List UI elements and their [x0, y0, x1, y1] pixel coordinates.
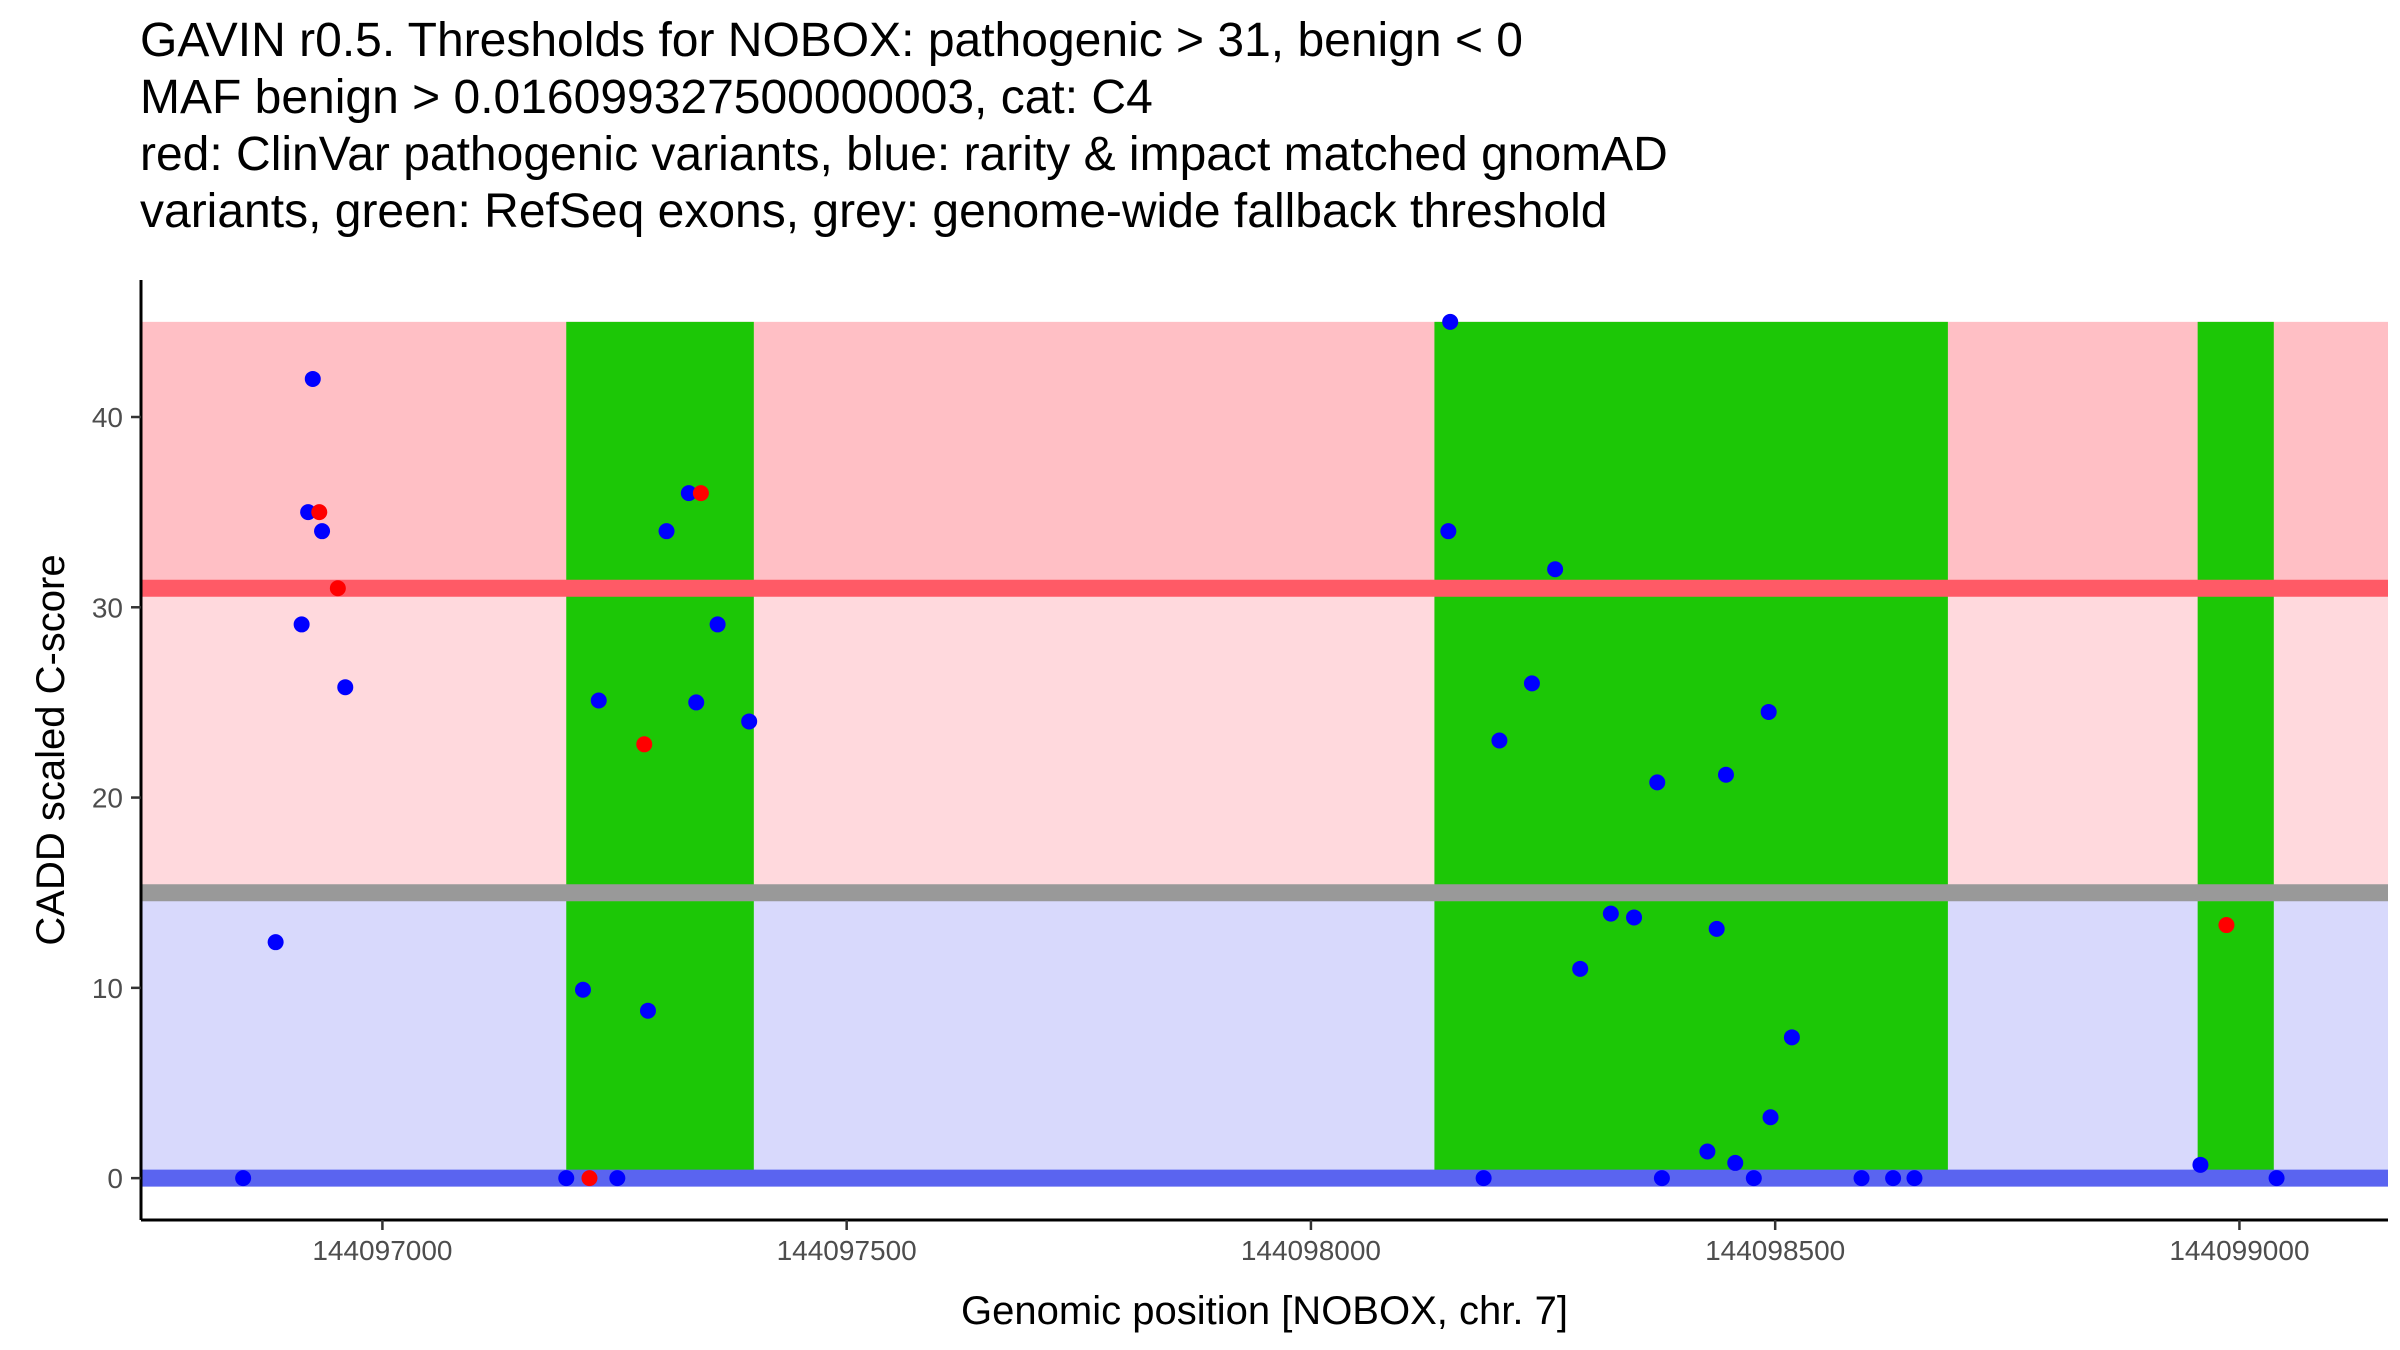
title-line-2: MAF benign > 0.016099327500000003, cat: …: [140, 71, 1153, 124]
exon-region-3: [2197, 321, 2274, 1179]
variant-point: [609, 1170, 626, 1187]
threshold-lines: [141, 579, 2388, 1187]
variant-point: [267, 934, 284, 951]
variant-point: [680, 485, 697, 502]
variant-point: [1475, 1170, 1492, 1187]
y-tick-label: 40: [92, 402, 123, 433]
variant-point: [636, 736, 653, 753]
variant-point: [1906, 1170, 1923, 1187]
variant-point: [558, 1170, 575, 1187]
variant-point: [1745, 1170, 1762, 1187]
title-line-4: variants, green: RefSeq exons, grey: gen…: [140, 185, 1608, 238]
y-axis-title: CADD scaled C-score: [29, 554, 73, 945]
variant-point: [741, 713, 758, 730]
variant-point: [1653, 1170, 1670, 1187]
benign-zone: [141, 892, 2388, 1179]
exon-region-1: [566, 321, 754, 1179]
variant-point: [300, 504, 317, 521]
variant-point: [2268, 1170, 2285, 1187]
variant-point: [639, 1002, 656, 1019]
y-tick-label: 30: [92, 592, 123, 623]
variant-point: [1547, 561, 1564, 578]
variant-point: [590, 692, 607, 709]
variant-point: [1762, 1109, 1779, 1126]
variant-point: [658, 523, 675, 540]
variant-point: [1491, 732, 1508, 749]
variant-point: [1626, 909, 1643, 926]
variant-point: [1727, 1154, 1744, 1171]
y-tick-label: 20: [92, 783, 123, 814]
x-axis-title: Genomic position [NOBOX, chr. 7]: [961, 1289, 1568, 1333]
variant-point: [1440, 523, 1457, 540]
variant-point: [329, 580, 346, 597]
variant-point: [314, 523, 331, 540]
variant-point: [1602, 905, 1619, 922]
variant-point: [1760, 703, 1777, 720]
variant-point: [688, 694, 705, 711]
y-tick-label: 0: [107, 1163, 123, 1194]
threshold-bands: [141, 321, 2388, 1179]
variant-point: [293, 616, 310, 633]
variant-point: [2192, 1156, 2209, 1173]
x-tick-label: 144098000: [1241, 1235, 1381, 1266]
chart-title: GAVIN r0.5. Thresholds for NOBOX: pathog…: [140, 12, 1668, 240]
title-line-3: red: ClinVar pathogenic variants, blue: …: [140, 128, 1668, 181]
intermediate-zone: [141, 588, 2388, 893]
variant-point: [1708, 920, 1725, 937]
x-tick-label: 144097500: [777, 1235, 917, 1266]
x-tick-label: 144098500: [1705, 1235, 1845, 1266]
exon-region-2: [1434, 321, 1948, 1179]
variant-point: [311, 504, 328, 521]
variant-point: [709, 616, 726, 633]
exon-regions: [566, 321, 2274, 1179]
x-tick-label: 144099000: [2169, 1235, 2309, 1266]
variant-point: [1853, 1170, 1870, 1187]
variant-point: [235, 1170, 252, 1187]
variant-point: [1442, 313, 1459, 330]
variant-point: [574, 981, 591, 998]
variant-point: [1885, 1170, 1902, 1187]
axes: 0 10 20 30 40 144097000 144097500 144098000 1440…: [92, 280, 2388, 1266]
variant-point: [1699, 1143, 1716, 1160]
variant-point: [1572, 960, 1589, 977]
variant-point: [337, 679, 354, 696]
x-tick-label: 144097000: [312, 1235, 452, 1266]
variant-point: [2218, 917, 2235, 934]
variant-point: [1523, 675, 1540, 692]
variant-point: [304, 370, 321, 387]
pathogenic-zone: [141, 321, 2388, 589]
variant-point: [1783, 1029, 1800, 1046]
variant-point: [1717, 766, 1734, 783]
variant-point: [581, 1170, 598, 1187]
variant-point: [692, 485, 709, 502]
y-tick-label: 10: [92, 973, 123, 1004]
title-line-1: GAVIN r0.5. Thresholds for NOBOX: pathog…: [140, 14, 1523, 67]
variant-points: [235, 313, 2285, 1187]
variant-point: [1649, 774, 1666, 791]
